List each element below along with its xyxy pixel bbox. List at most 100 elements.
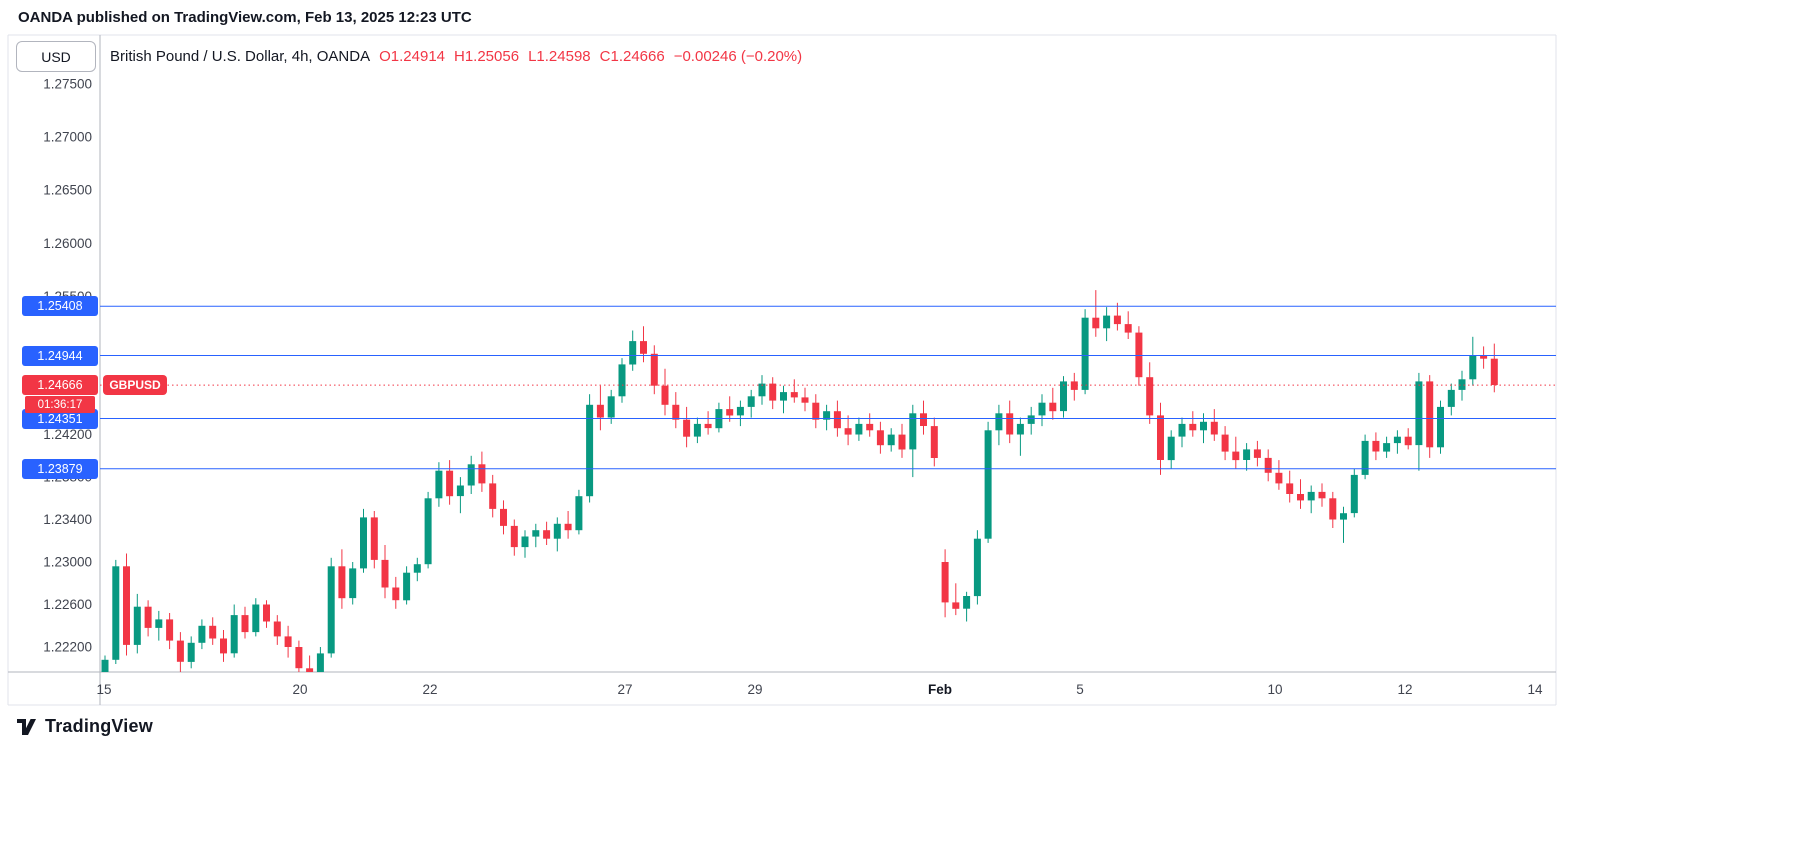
candle-body [866,423,874,431]
candle-body [607,396,615,418]
candle [780,385,787,414]
candle-body [855,423,863,435]
candle-body [693,423,701,437]
tradingview-brand-text: TradingView [45,716,153,736]
candle-body [349,568,357,599]
candle [909,404,917,478]
candle-body [176,640,184,662]
candle-body [1178,423,1186,437]
candle-body [1081,317,1089,390]
candle-body [510,525,518,548]
candle-body [1038,402,1046,416]
candle-body [575,496,583,531]
candle-body [220,638,227,654]
candle [564,511,572,539]
candle [650,345,658,395]
candle-body [930,426,938,458]
candle [456,477,464,514]
candle [241,606,249,639]
candle-body [833,411,841,429]
candle-body [1264,457,1272,473]
currency-unit-button[interactable]: USD [16,41,96,72]
candle [1480,346,1488,369]
candle [1490,343,1498,393]
candle [984,421,992,543]
candle-body [1200,421,1207,431]
time-tick-label: 27 [617,682,632,697]
candle [1038,394,1046,427]
candle-body [1340,513,1347,520]
candle [1297,479,1304,509]
candle-body [1135,332,1143,378]
candle [1437,400,1444,454]
candle [1167,430,1175,469]
tradingview-logo-icon [16,717,38,737]
candle [392,576,400,609]
price-tick-label: 1.26500 [43,183,92,198]
candle [1157,402,1164,475]
candle [844,415,852,446]
candle [1286,470,1294,503]
candle [898,423,906,458]
candle [823,404,831,431]
candle [1113,302,1121,331]
candle [1350,468,1358,518]
tradingview-logo-link[interactable]: TradingView [16,716,153,737]
price-level-badge[interactable]: 1.24944 [22,346,98,366]
candle [1307,485,1315,514]
legend-symbol-title[interactable]: British Pound / U.S. Dollar, 4h, OANDA [110,48,371,65]
candle [220,630,227,662]
price-level-badge[interactable]: 1.23879 [22,459,98,479]
candle-body [1469,355,1477,380]
candle-body [1275,472,1283,484]
candle [995,404,1003,446]
time-tick-label: 5 [1076,682,1084,697]
candle-body [198,625,206,643]
price-level-badge[interactable]: 1.24351 [22,409,98,429]
candle-body [952,602,960,609]
candle-body [327,566,335,654]
candle [1404,428,1412,450]
candle [758,375,766,405]
candle-body [898,434,906,450]
candle [403,566,411,605]
candle [693,417,701,444]
candle [672,392,680,429]
candle [327,557,335,658]
candle-body [1049,402,1057,412]
candle-body [489,483,497,509]
candle [284,625,292,658]
candle-body [1458,379,1466,390]
candle [446,460,454,505]
candle [166,613,174,650]
candle-body [1415,381,1423,446]
candle [489,474,497,518]
price-tick-label: 1.22600 [43,597,92,612]
price-level-badge[interactable]: 1.25408 [22,296,98,316]
candle [521,530,529,558]
candle [661,368,669,416]
candle-body [360,517,367,569]
price-tick-label: 1.24200 [43,427,92,442]
candle [435,462,443,507]
candle-body [844,428,852,435]
candle-body [1297,494,1304,501]
candle-body [1210,421,1218,435]
candle [973,530,981,605]
time-tick-label: 22 [422,682,437,697]
candle [736,400,744,427]
candle [1340,506,1347,543]
candle [715,402,723,433]
candle [1253,440,1261,467]
candle [1124,311,1132,339]
candle [1469,336,1477,386]
candle-body [1006,413,1014,435]
candle-body [1092,317,1100,329]
candle-body [338,566,346,599]
candle-body [403,572,411,601]
candle-body [758,383,766,397]
candle [1458,370,1466,401]
candle [133,593,141,654]
